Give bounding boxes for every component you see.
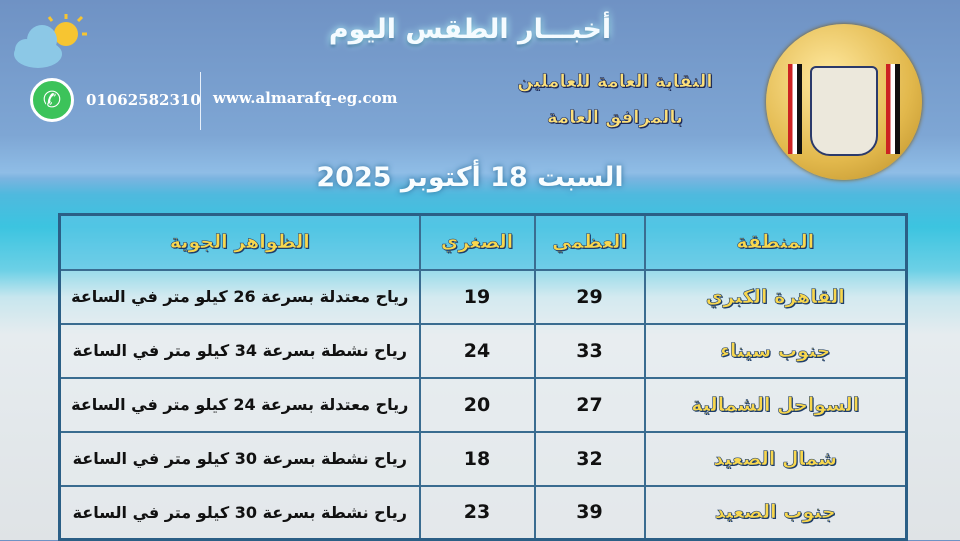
region-cell: السواحل الشمالية	[643, 376, 908, 433]
table-row: السواحل الشمالية 27 20 رياح معتدلة بسرعة 24…	[58, 376, 908, 433]
header-phenomena: الظواهر الجوية	[58, 213, 421, 271]
region-cell: شمال الصعيد	[643, 430, 908, 487]
min-temp-cell: 19	[418, 268, 536, 325]
page-title: أخبـــار الطقس اليوم	[328, 14, 612, 45]
organization-name: النقابة العامة للعاملين بالمرافق العامة	[510, 64, 720, 136]
region-cell: جنوب سيناء	[643, 322, 908, 379]
divider	[200, 72, 201, 130]
phenomena-cell: رياح نشطة بسرعة 30 كيلو متر في الساعة	[58, 430, 421, 487]
min-temp-cell: 24	[418, 322, 536, 379]
phenomena-cell: رياح معتدلة بسرعة 24 كيلو متر في الساعة	[58, 376, 421, 433]
phone-number: 01062582310	[86, 91, 201, 109]
min-temp-cell: 18	[418, 430, 536, 487]
website-link[interactable]: www.almarafq-eg.com	[213, 89, 398, 107]
org-line-1: النقابة العامة للعاملين	[517, 71, 713, 93]
phenomena-cell: رياح نشطة بسرعة 34 كيلو متر في الساعة	[58, 322, 421, 379]
max-temp-cell: 32	[533, 430, 646, 487]
min-temp-cell: 23	[418, 484, 536, 541]
weather-table: المنطقة العظمي الصغري الظواهر الجوية الق…	[58, 213, 908, 541]
table-row: جنوب الصعيد 39 23 رياح نشطة بسرعة 30 كيلو م…	[58, 484, 908, 541]
table-header-row: المنطقة العظمي الصغري الظواهر الجوية	[58, 213, 908, 271]
header-region: المنطقة	[643, 213, 908, 271]
whatsapp-icon[interactable]: ✆	[30, 78, 74, 122]
table-row: شمال الصعيد 32 18 رياح نشطة بسرعة 30 كيلو م…	[58, 430, 908, 487]
header-min: الصغري	[418, 213, 536, 271]
phenomena-cell: رياح معتدلة بسرعة 26 كيلو متر في الساعة	[58, 268, 421, 325]
header-max: العظمي	[533, 213, 646, 271]
table-row: جنوب سيناء 33 24 رياح نشطة بسرعة 34 كيلو مت…	[58, 322, 908, 379]
organization-logo	[766, 24, 922, 180]
region-cell: القاهرة الكبري	[643, 268, 908, 325]
table-row: القاهرة الكبري 29 19 رياح معتدلة بسرعة 26 ك…	[58, 268, 908, 325]
region-cell: جنوب الصعيد	[643, 484, 908, 541]
max-temp-cell: 29	[533, 268, 646, 325]
min-temp-cell: 20	[418, 376, 536, 433]
org-line-2: بالمرافق العامة	[547, 107, 684, 129]
date-heading: السبت 18 أكتوبر 2025	[316, 162, 624, 193]
max-temp-cell: 33	[533, 322, 646, 379]
cloud-sun-icon	[14, 14, 87, 68]
max-temp-cell: 27	[533, 376, 646, 433]
max-temp-cell: 39	[533, 484, 646, 541]
phenomena-cell: رياح نشطة بسرعة 30 كيلو متر في الساعة	[58, 484, 421, 541]
